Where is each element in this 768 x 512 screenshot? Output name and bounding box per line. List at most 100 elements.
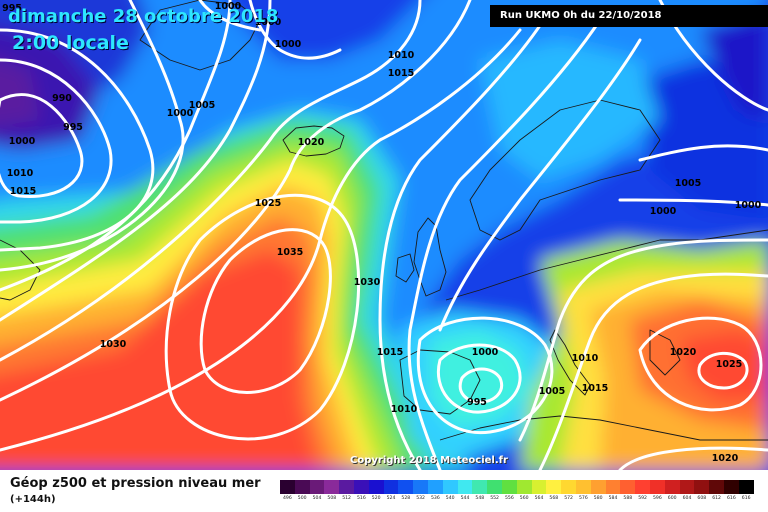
scale-label: 612 <box>712 496 721 501</box>
scale-swatch <box>738 480 754 494</box>
scale-swatch <box>354 480 369 494</box>
isobar-1020-south <box>618 446 768 470</box>
scale-swatch <box>531 480 547 494</box>
scale-label: 600 <box>667 496 677 501</box>
isobar-label: 1010 <box>391 404 418 415</box>
scale-label: 592 <box>638 496 647 501</box>
isobar-label: 1000 <box>9 136 36 147</box>
scale-swatch <box>487 480 502 494</box>
isobar-1015-central <box>378 8 552 470</box>
isobar-label: 1020 <box>298 137 325 148</box>
scale-label: 520 <box>371 496 381 501</box>
scale-swatch <box>294 480 310 494</box>
scale-swatch <box>428 480 443 494</box>
scale-swatch <box>457 480 473 494</box>
scale-swatch <box>324 480 340 494</box>
isobar-1025 <box>0 0 472 402</box>
scale-label: 604 <box>682 496 692 501</box>
scale-label: 500 <box>297 496 307 501</box>
isobar-label: 990 <box>52 93 72 104</box>
scale-label: 584 <box>608 496 618 501</box>
legend-subtitle: (+144h) <box>10 494 56 505</box>
forecast-date: dimanche 28 octobre 2018 <box>8 6 279 27</box>
legend-bar: Géop z500 et pression niveau mer (+144h)… <box>0 470 768 512</box>
scale-swatch <box>576 480 591 494</box>
isobar-label: 1020 <box>712 453 739 464</box>
isobar-label: 1000 <box>167 108 194 119</box>
isobar-1000-ring <box>0 28 155 252</box>
scale-swatch <box>650 480 665 494</box>
scale-label: 572 <box>564 496 573 501</box>
scale-label: 616 <box>727 496 736 501</box>
isobar-1035-high <box>199 228 332 394</box>
scale-label: 524 <box>386 496 396 501</box>
scale-label: 560 <box>519 496 529 501</box>
scale-label: 556 <box>505 496 514 501</box>
isobar-label: 995 <box>467 397 487 408</box>
isobar-1005-central <box>438 38 642 332</box>
scale-swatch <box>605 480 621 494</box>
isobar-label: 1005 <box>675 178 701 189</box>
isobars <box>0 0 768 470</box>
isobar-label: 1010 <box>388 50 415 61</box>
pressure-map: 995 1000 1000 1000 1010 1015 990 1005 1000 995 100… <box>0 0 768 470</box>
isobar-label: 1025 <box>716 359 742 370</box>
scale-label: 548 <box>475 496 485 501</box>
isobar-label: 1035 <box>277 247 303 258</box>
isobar-label: 1015 <box>388 68 414 79</box>
scale-swatch <box>442 480 458 494</box>
legend-title: Géop z500 et pression niveau mer <box>10 476 261 491</box>
isobar-label: 1000 <box>472 347 499 358</box>
isobar-1030-outer <box>0 28 522 452</box>
scale-swatch <box>620 480 636 494</box>
scale-swatch <box>635 480 650 494</box>
isobar-label: 995 <box>2 3 22 14</box>
isobar-label: 1005 <box>539 386 565 397</box>
coast-iberia <box>399 349 481 415</box>
coastlines <box>0 0 768 441</box>
scale-swatch <box>709 480 724 494</box>
isobar-label: 1000 <box>735 200 762 211</box>
isobar-label: 1030 <box>354 277 381 288</box>
scale-label: 576 <box>579 496 588 501</box>
scale-swatch <box>694 480 710 494</box>
scale-label: 532 <box>416 496 425 501</box>
isobar-label: 1025 <box>255 198 281 209</box>
scale-swatch <box>398 480 414 494</box>
coast-europe <box>445 229 768 301</box>
scale-swatch <box>413 480 428 494</box>
scale-swatch <box>502 480 517 494</box>
isobar-label: 1030 <box>100 339 127 350</box>
isobar-label: 1015 <box>582 383 608 394</box>
isobar-995-ring <box>0 58 113 224</box>
isobar-1000-east <box>618 198 768 207</box>
isobar-low-west <box>0 93 84 199</box>
coast-britain <box>413 217 447 297</box>
scale-swatch <box>339 480 354 494</box>
isobar-1020 <box>0 0 422 362</box>
scale-label: 552 <box>490 496 499 501</box>
isobar-label: 1020 <box>670 347 697 358</box>
geopotential-field <box>0 0 768 470</box>
scale-label: 564 <box>534 496 544 501</box>
isobar-label: 1000 <box>215 1 242 12</box>
isobar-label: 1000 <box>650 206 677 217</box>
scale-label: 616 <box>741 496 751 501</box>
scale-label: 608 <box>697 496 707 501</box>
run-info: Run UKMO 0h du 22/10/2018 <box>490 5 768 27</box>
scale-swatch <box>472 480 488 494</box>
isobar-1010-central <box>407 18 602 470</box>
isobar-label: 1015 <box>377 347 403 358</box>
isobar-labels: 995 1000 1000 1000 1010 1015 990 1005 1000 995 100… <box>2 1 762 464</box>
isobar-1005-low <box>416 316 554 435</box>
scale-label: 508 <box>327 496 337 501</box>
scale-swatch <box>590 480 606 494</box>
scale-swatch <box>383 480 399 494</box>
scale-label: 568 <box>549 496 559 501</box>
scale-label: 596 <box>653 496 662 501</box>
scale-label: 580 <box>593 496 603 501</box>
coast-north-africa <box>439 415 768 441</box>
isobar-label: 1010 <box>7 168 34 179</box>
isobar-1000-low <box>437 343 522 414</box>
isobar-1025-east <box>697 351 749 390</box>
